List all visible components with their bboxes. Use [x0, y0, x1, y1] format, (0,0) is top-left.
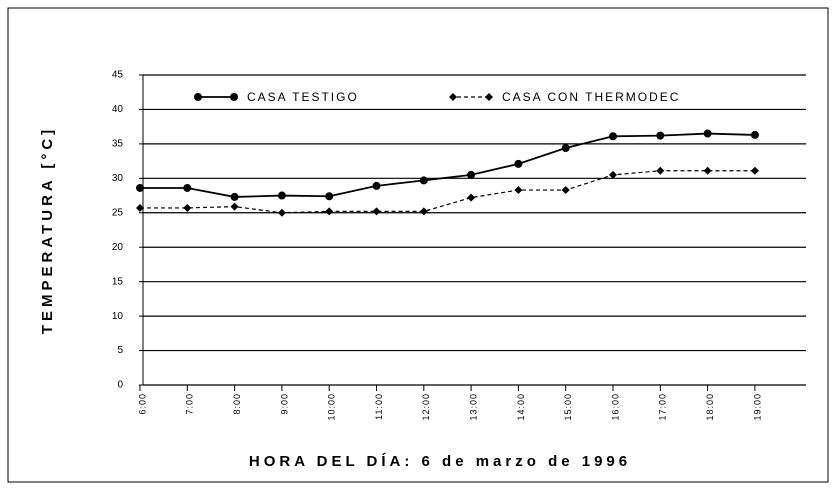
y-tick-label: 10: [112, 311, 124, 322]
y-tick-label: 25: [112, 207, 124, 218]
x-tick-label: 6:00: [137, 393, 147, 415]
point: [703, 166, 712, 175]
point: [750, 130, 759, 139]
point: [467, 170, 476, 179]
point: [277, 191, 286, 200]
point: [561, 144, 570, 153]
point: [419, 207, 428, 216]
point: [750, 166, 759, 175]
x-tick-label: 13:00: [468, 393, 478, 421]
x-tick-label: 11:00: [374, 393, 384, 420]
x-tick-label: 12:00: [421, 393, 431, 421]
y-tick-label: 45: [112, 70, 124, 81]
point: [467, 193, 476, 202]
point: [485, 93, 493, 101]
line: [140, 132, 755, 198]
point: [561, 186, 570, 195]
point: [609, 170, 617, 179]
y-tick-label: 5: [117, 345, 123, 356]
x-tick-label: 15:00: [563, 393, 573, 421]
point: [419, 176, 428, 185]
y-tick-label: 35: [112, 139, 124, 150]
legend-label: CASA CON THERMODEC: [502, 90, 680, 104]
point: [183, 183, 192, 192]
point: [372, 207, 381, 216]
legend-label: CASA TESTIGO: [247, 90, 359, 104]
point: [325, 207, 334, 216]
x-tick-label: 14:00: [516, 393, 526, 421]
x-tick-label: 8:00: [232, 393, 242, 415]
x-tick-label: 18:00: [705, 393, 715, 421]
point: [136, 183, 144, 192]
point: [183, 203, 192, 212]
x-tick-label: 16:00: [610, 393, 620, 421]
x-tick-label: 10:00: [327, 393, 337, 421]
frame: [7, 7, 829, 483]
y-tick-label: 0: [117, 380, 123, 391]
y-tick-label: 40: [112, 104, 124, 115]
point: [372, 181, 381, 190]
point: [514, 159, 523, 168]
x-tick-label: 19:00: [752, 393, 762, 421]
x-tick-label: 9:00: [279, 393, 289, 415]
x-tick-label: 17:00: [658, 393, 668, 421]
point: [277, 208, 286, 217]
point: [325, 192, 334, 201]
point: [703, 129, 712, 138]
point: [449, 93, 457, 101]
y-tick-label: 15: [112, 276, 124, 287]
point: [609, 132, 617, 141]
point: [194, 93, 202, 101]
point: [656, 131, 665, 140]
point: [136, 203, 144, 212]
point: [230, 192, 239, 201]
x-tick-label: 7:00: [185, 393, 195, 415]
y-tick-label: 20: [112, 242, 124, 253]
y-axis-label: TEMPERATURA [°C]: [39, 126, 56, 334]
point: [230, 202, 239, 211]
x-axis-label: HORA DEL DÍA: 6 de marzo de 1996: [249, 453, 631, 470]
line: [140, 170, 755, 214]
y-tick-label: 30: [112, 173, 124, 184]
point: [514, 186, 523, 195]
point: [656, 166, 665, 175]
point: [230, 93, 238, 101]
